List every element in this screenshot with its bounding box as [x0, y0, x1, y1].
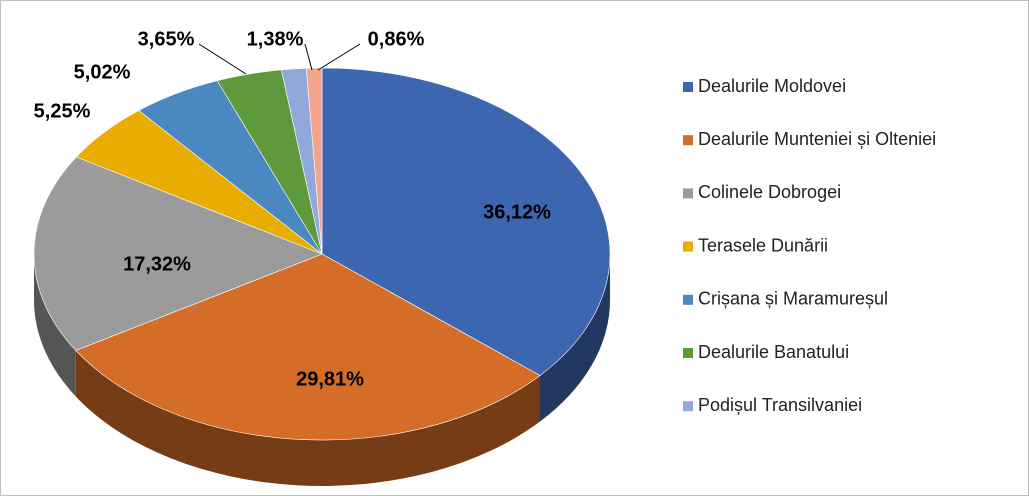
value-label: 5,02%: [74, 61, 131, 83]
legend-swatch: [683, 401, 693, 412]
legend-label: Dealurile Munteniei și Olteniei: [698, 129, 936, 149]
legend-swatch: [683, 135, 693, 146]
legend-swatch: [683, 294, 693, 305]
legend-swatch: [683, 348, 693, 358]
slice: [33, 156, 323, 351]
legend-label: Dealurile Moldovei: [698, 76, 846, 96]
legend-label: Crișana și Maramureșul: [698, 289, 888, 309]
value-label: 17,32%: [123, 253, 191, 275]
legend-swatch: [683, 241, 693, 252]
legend-label: Podișul Transilvaniei: [698, 395, 862, 415]
legend-label: Colinele Dobrogei: [698, 182, 841, 202]
value-label: 5,25%: [34, 100, 91, 122]
legend-label: Dealurile Banatului: [698, 342, 849, 362]
value-label: 0,86%: [368, 28, 425, 50]
legend-swatch: [683, 82, 693, 92]
legend-label: Terasele Dunării: [698, 235, 828, 255]
slice-side: [34, 254, 76, 397]
leader-line: [198, 43, 247, 75]
slice: [75, 253, 541, 441]
slice-side: [75, 350, 541, 486]
value-label: 3,65%: [138, 28, 195, 50]
value-label: 1,38%: [247, 28, 304, 50]
value-label: 36,12%: [483, 201, 551, 223]
leader-line: [304, 43, 313, 71]
value-label: 29,81%: [296, 368, 364, 390]
slice-side: [540, 254, 610, 422]
leader-line: [317, 43, 361, 71]
slice: [321, 67, 611, 376]
legend-swatch: [683, 188, 693, 199]
